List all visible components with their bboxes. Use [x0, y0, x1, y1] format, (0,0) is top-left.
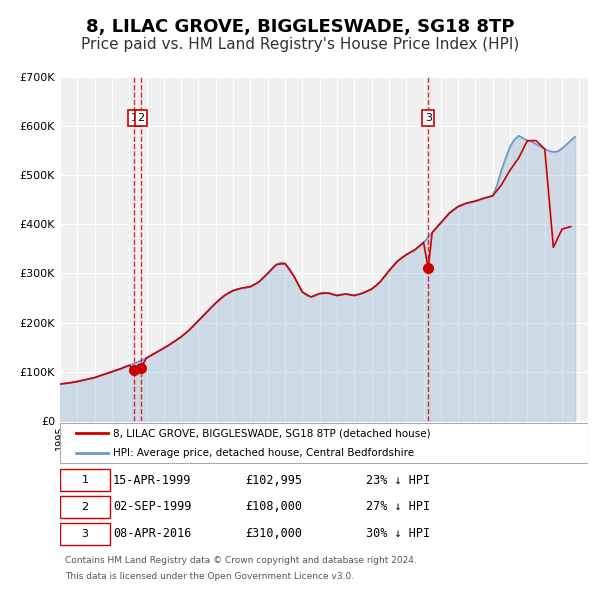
- Text: 15-APR-1999: 15-APR-1999: [113, 474, 191, 487]
- Text: 3: 3: [425, 113, 432, 123]
- Text: Price paid vs. HM Land Registry's House Price Index (HPI): Price paid vs. HM Land Registry's House …: [81, 37, 519, 52]
- FancyBboxPatch shape: [60, 523, 110, 545]
- Text: This data is licensed under the Open Government Licence v3.0.: This data is licensed under the Open Gov…: [65, 572, 355, 581]
- Text: HPI: Average price, detached house, Central Bedfordshire: HPI: Average price, detached house, Cent…: [113, 448, 414, 458]
- Text: £108,000: £108,000: [245, 500, 302, 513]
- Text: 2: 2: [137, 113, 145, 123]
- Text: £102,995: £102,995: [245, 474, 302, 487]
- Text: 8, LILAC GROVE, BIGGLESWADE, SG18 8TP (detached house): 8, LILAC GROVE, BIGGLESWADE, SG18 8TP (d…: [113, 428, 430, 438]
- Text: £310,000: £310,000: [245, 527, 302, 540]
- Text: 30% ↓ HPI: 30% ↓ HPI: [366, 527, 430, 540]
- FancyBboxPatch shape: [60, 496, 110, 518]
- Text: 1: 1: [82, 475, 89, 485]
- Text: 2: 2: [82, 502, 89, 512]
- FancyBboxPatch shape: [60, 469, 110, 491]
- Text: 1: 1: [131, 113, 138, 123]
- Text: 02-SEP-1999: 02-SEP-1999: [113, 500, 191, 513]
- Text: 23% ↓ HPI: 23% ↓ HPI: [366, 474, 430, 487]
- Text: Contains HM Land Registry data © Crown copyright and database right 2024.: Contains HM Land Registry data © Crown c…: [65, 556, 417, 565]
- Text: 3: 3: [82, 529, 89, 539]
- Text: 8, LILAC GROVE, BIGGLESWADE, SG18 8TP: 8, LILAC GROVE, BIGGLESWADE, SG18 8TP: [86, 18, 514, 35]
- FancyBboxPatch shape: [60, 422, 588, 463]
- Text: 08-APR-2016: 08-APR-2016: [113, 527, 191, 540]
- Text: 27% ↓ HPI: 27% ↓ HPI: [366, 500, 430, 513]
